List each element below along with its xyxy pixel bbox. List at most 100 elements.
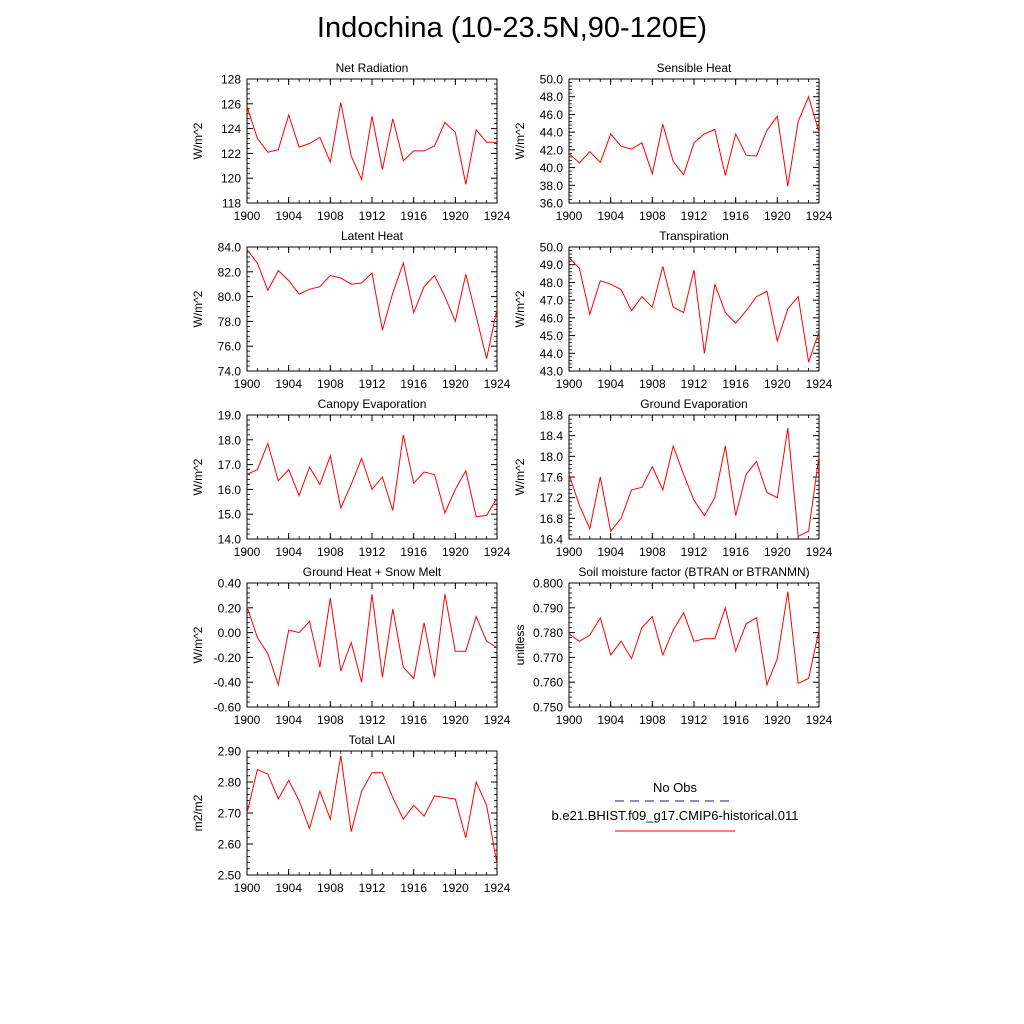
plot-frame xyxy=(246,414,498,540)
x-tick-label: 1900 xyxy=(556,377,583,391)
panel-title: Ground Heat + Snow Melt xyxy=(303,565,442,579)
series-line xyxy=(568,427,820,538)
x-tick-label: 1912 xyxy=(681,713,708,727)
x-tick-label: 1912 xyxy=(359,713,386,727)
panel-title: Latent Heat xyxy=(341,229,404,243)
x-tick-label: 1916 xyxy=(400,713,427,727)
panel-title: Soil moisture factor (BTRAN or BTRANMN) xyxy=(578,565,809,579)
x-tick-label: 1912 xyxy=(681,377,708,391)
y-tick-label: 46.0 xyxy=(540,108,564,122)
y-tick-label: 36.0 xyxy=(540,197,564,211)
legend-model-label: b.e21.BHIST.f09_g17.CMIP6-historical.011 xyxy=(552,808,799,823)
y-tick-label: 44.0 xyxy=(540,126,564,140)
y-tick-label: 17.0 xyxy=(218,458,242,472)
x-tick-label: 1924 xyxy=(484,881,511,895)
x-tick-label: 1912 xyxy=(359,545,386,559)
x-tick-label: 1904 xyxy=(275,545,302,559)
x-tick-label: 1912 xyxy=(681,209,708,223)
panel-title: Sensible Heat xyxy=(657,61,732,75)
x-tick-label: 1908 xyxy=(317,377,344,391)
y-tick-label: -0.60 xyxy=(214,701,242,715)
y-axis-label: W/m^2 xyxy=(191,626,205,663)
x-tick-label: 1904 xyxy=(597,545,624,559)
y-tick-label: 2.80 xyxy=(218,776,242,790)
chart-panel-8: 1900 1904 1908 1912 1916 1920 1924 0.750 0.760 0.… xyxy=(513,565,833,727)
plot-frame xyxy=(568,414,820,540)
x-tick-label: 1924 xyxy=(484,377,511,391)
y-tick-label: 43.0 xyxy=(540,365,564,379)
chart-panel-4: 1900 1904 1908 1912 1916 1920 1924 43.0 44.0 45.0… xyxy=(513,229,833,391)
y-tick-label: 0.800 xyxy=(533,577,563,591)
series-line xyxy=(568,257,820,363)
x-tick-label: 1924 xyxy=(806,545,833,559)
y-axis-label: W/m^2 xyxy=(513,122,527,159)
y-tick-label: 82.0 xyxy=(218,265,242,279)
series-line xyxy=(568,591,820,687)
y-tick-label: 16.8 xyxy=(540,512,564,526)
x-tick-label: 1920 xyxy=(764,545,791,559)
x-tick-label: 1912 xyxy=(359,377,386,391)
x-tick-label: 1916 xyxy=(722,377,749,391)
chart-panel-3: 1900 1904 1908 1912 1916 1920 1924 74.0 76.0 78.0… xyxy=(191,229,511,391)
y-tick-label: 44.0 xyxy=(540,347,564,361)
y-tick-label: 2.50 xyxy=(218,869,242,883)
y-tick-label: 0.760 xyxy=(533,676,563,690)
x-tick-label: 1916 xyxy=(400,881,427,895)
x-tick-label: 1900 xyxy=(234,713,261,727)
panel-title: Canopy Evaporation xyxy=(318,397,427,411)
y-tick-label: 0.20 xyxy=(218,601,242,615)
x-tick-label: 1900 xyxy=(556,209,583,223)
x-tick-label: 1900 xyxy=(556,545,583,559)
x-tick-label: 1912 xyxy=(681,545,708,559)
plot-frame xyxy=(568,582,820,708)
y-tick-label: 16.0 xyxy=(218,483,242,497)
y-tick-label: 42.0 xyxy=(540,143,564,157)
x-tick-label: 1920 xyxy=(764,377,791,391)
legend: No Obs b.e21.BHIST.f09_g17.CMIP6-historic… xyxy=(552,780,799,832)
x-tick-label: 1924 xyxy=(806,377,833,391)
x-tick-label: 1920 xyxy=(442,713,469,727)
x-tick-label: 1908 xyxy=(317,209,344,223)
y-tick-label: 126 xyxy=(221,97,241,111)
y-tick-label: 48.0 xyxy=(540,276,564,290)
chart-panel-7: 1900 1904 1908 1912 1916 1920 1924 -0.60 -0.40 -0… xyxy=(191,565,511,727)
y-tick-label: 18.4 xyxy=(540,429,564,443)
y-tick-label: 120 xyxy=(221,172,241,186)
series-line xyxy=(246,594,498,687)
y-axis-label: unitless xyxy=(513,625,527,666)
x-tick-label: 1924 xyxy=(806,209,833,223)
y-axis-label: W/m^2 xyxy=(513,290,527,327)
y-tick-label: 80.0 xyxy=(218,290,242,304)
y-tick-label: 18.0 xyxy=(540,450,564,464)
y-tick-label: 76.0 xyxy=(218,340,242,354)
y-tick-label: 47.0 xyxy=(540,294,564,308)
x-tick-label: 1924 xyxy=(484,713,511,727)
x-tick-label: 1916 xyxy=(400,545,427,559)
y-tick-label: 118 xyxy=(222,197,241,211)
y-tick-label: 78.0 xyxy=(218,315,242,329)
x-tick-label: 1904 xyxy=(275,377,302,391)
x-tick-label: 1900 xyxy=(234,545,261,559)
y-tick-label: 0.770 xyxy=(533,651,563,665)
panel-title: Ground Evaporation xyxy=(640,397,747,411)
x-tick-label: 1908 xyxy=(317,881,344,895)
x-tick-label: 1916 xyxy=(722,209,749,223)
y-tick-label: 38.0 xyxy=(540,179,564,193)
plot-frame xyxy=(246,246,498,372)
x-tick-label: 1912 xyxy=(359,881,386,895)
y-tick-label: 2.90 xyxy=(218,745,242,759)
y-tick-label: 74.0 xyxy=(218,365,242,379)
y-tick-label: -0.20 xyxy=(214,651,242,665)
series-line xyxy=(246,434,498,518)
y-axis-label: m2/m2 xyxy=(191,794,205,831)
x-tick-label: 1908 xyxy=(639,713,666,727)
y-tick-label: 40.0 xyxy=(540,161,564,175)
x-tick-label: 1912 xyxy=(359,209,386,223)
y-axis-label: W/m^2 xyxy=(191,458,205,495)
x-tick-label: 1920 xyxy=(442,545,469,559)
chart-panel-6: 1900 1904 1908 1912 1916 1920 1924 16.4 16.8 17.2… xyxy=(513,397,833,559)
x-tick-label: 1920 xyxy=(442,209,469,223)
series-line xyxy=(568,95,820,187)
